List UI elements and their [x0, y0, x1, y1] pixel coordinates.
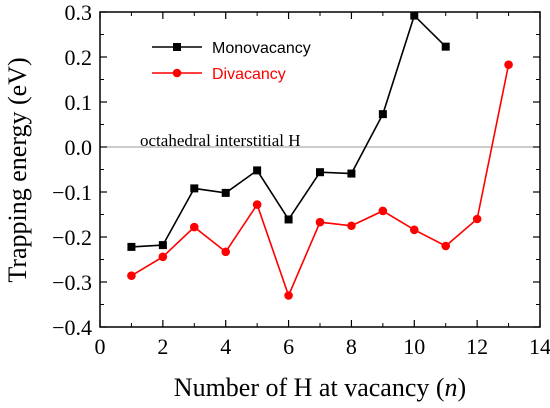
monovacancy-point — [441, 42, 450, 51]
divacancy-point — [189, 222, 199, 232]
legend-label-monovacancy: Monovacancy — [212, 40, 311, 57]
monovacancy-point — [221, 188, 230, 197]
legend-marker-monovacancy — [173, 43, 181, 51]
x-tick-label: 12 — [466, 334, 488, 359]
y-tick-label: −0.1 — [52, 180, 92, 205]
y-tick-label: 0.0 — [65, 135, 93, 160]
y-tick-label: 0.1 — [65, 90, 93, 115]
x-tick-label: 2 — [157, 334, 168, 359]
x-tick-label: 8 — [346, 334, 357, 359]
divacancy-point — [221, 247, 231, 257]
x-tick-label: 4 — [220, 334, 231, 359]
divacancy-line — [131, 64, 510, 298]
x-tick-label: 6 — [283, 334, 294, 359]
y-tick-label: −0.2 — [52, 225, 92, 250]
divacancy-point — [378, 206, 388, 216]
monovacancy-series — [127, 11, 450, 251]
legend-label-divacancy: Divacancy — [212, 66, 286, 83]
x-axis-title: Number of H at vacancy (n) — [174, 373, 466, 402]
x-axis-title-prefix: Number of H at vacancy ( — [174, 373, 445, 402]
series-layer — [127, 11, 513, 300]
y-axis-title: Trapping energy (eV) — [3, 57, 32, 282]
legend: Monovacancy Divacancy — [152, 40, 311, 83]
divacancy-point — [284, 291, 293, 300]
monovacancy-point — [158, 241, 167, 250]
x-axis-title-suffix: ) — [458, 373, 467, 402]
y-tick-label: −0.4 — [52, 315, 92, 340]
y-tick-label: −0.3 — [52, 270, 92, 295]
reference-line-label: octahedral interstitial H — [140, 131, 301, 150]
divacancy-point — [504, 60, 513, 69]
legend-marker-divacancy — [172, 68, 182, 78]
monovacancy-point — [316, 168, 324, 177]
y-tick-label: 0.2 — [65, 45, 93, 70]
x-tick-label: 0 — [95, 334, 106, 359]
divacancy-point — [347, 221, 356, 231]
divacancy-point — [127, 271, 136, 281]
divacancy-point — [315, 217, 325, 227]
x-tick-label: 10 — [403, 334, 425, 359]
ticks-layer: 0 2 4 6 8 10 12 14 −0.4 −0.3 −0.2 −0.1 0.0 0.1 0.2 0.3 — [52, 0, 550, 359]
divacancy-point — [158, 252, 168, 262]
monovacancy-point — [190, 184, 199, 193]
divacancy-point — [409, 225, 419, 235]
x-axis-title-variable: n — [445, 373, 458, 402]
monovacancy-point — [410, 11, 419, 20]
monovacancy-point — [284, 215, 293, 224]
legend-entry-divacancy: Divacancy — [152, 66, 286, 83]
divacancy-point — [252, 200, 262, 209]
legend-entry-monovacancy: Monovacancy — [152, 40, 311, 57]
x-tick-label: 14 — [529, 334, 550, 359]
divacancy-series — [127, 60, 513, 300]
divacancy-point — [441, 241, 451, 251]
y-tick-label: 0.3 — [65, 0, 93, 25]
monovacancy-point — [347, 169, 356, 178]
divacancy-point — [472, 214, 482, 224]
monovacancy-point — [253, 166, 262, 175]
monovacancy-point — [378, 110, 387, 119]
monovacancy-point — [127, 242, 136, 251]
